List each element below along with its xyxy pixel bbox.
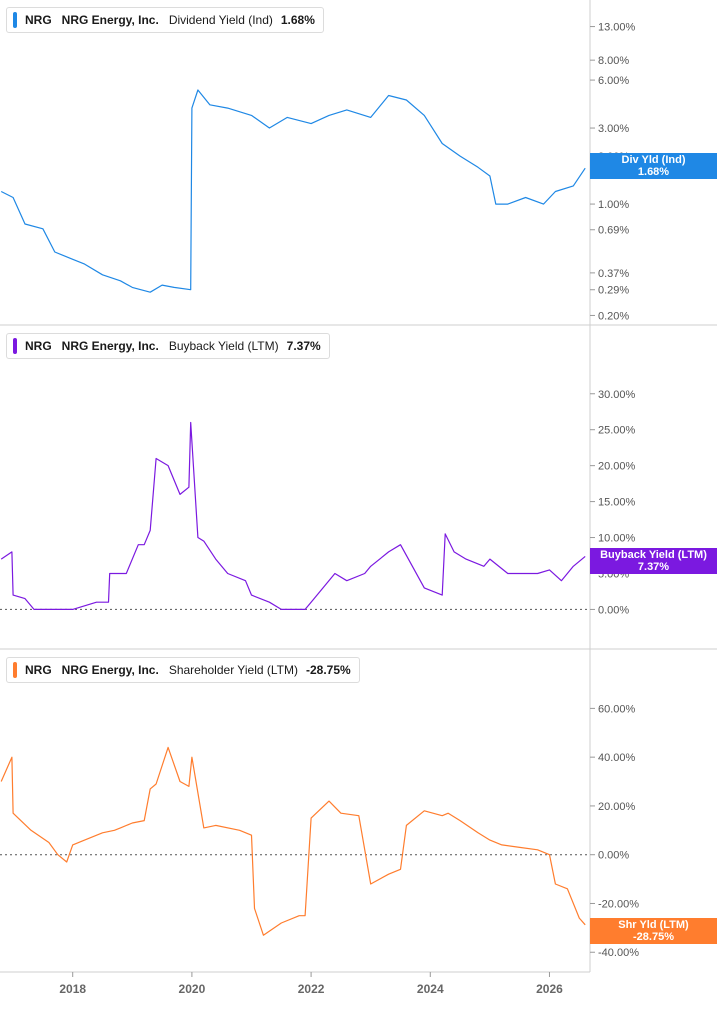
y-tick-label: 20.00%: [598, 461, 636, 473]
x-axis: 2018 2020 2022 2024 2026: [59, 972, 563, 996]
y-tick-label: 60.00%: [598, 703, 636, 715]
value-tag-value: -28.75%: [633, 931, 674, 943]
y-tick-label: 6.00%: [598, 75, 629, 87]
value-tag-buyback: Buyback Yield (LTM) 7.37%: [590, 548, 717, 574]
legend-buyback-yield[interactable]: NRG NRG Energy, Inc. Buyback Yield (LTM)…: [6, 333, 330, 359]
x-tick-label: 2020: [179, 982, 206, 996]
y-tick-label: -20.00%: [598, 898, 639, 910]
series-layer: [0, 89, 586, 936]
legend-company: NRG Energy, Inc.: [61, 13, 159, 27]
y-tick-label: 8.00%: [598, 55, 629, 67]
legend-company: NRG Energy, Inc.: [61, 339, 159, 353]
y-tick-label: 15.00%: [598, 497, 636, 509]
series-line: [0, 89, 586, 293]
legend-metric: Shareholder Yield (LTM): [168, 663, 298, 677]
legend-shareholder-yield[interactable]: NRG NRG Energy, Inc. Shareholder Yield (…: [6, 657, 360, 683]
legend-dividend-yield[interactable]: NRG NRG Energy, Inc. Dividend Yield (Ind…: [6, 7, 324, 33]
y-tick-label: 0.37%: [598, 268, 629, 280]
y-tick-label: 1.00%: [598, 199, 629, 211]
legend-ticker: NRG: [25, 663, 52, 677]
legend-swatch: [13, 662, 17, 678]
x-tick-label: 2022: [298, 982, 325, 996]
y-tick-label: 0.20%: [598, 310, 629, 322]
zero-lines: [0, 608, 590, 856]
y-tick-label: 13.00%: [598, 22, 636, 34]
y-axes: 13.00%8.00%6.00%3.00%2.00%1.00%0.69%0.37…: [590, 22, 639, 959]
y-tick-label: 0.00%: [598, 604, 629, 616]
value-tag-value: 7.37%: [637, 561, 670, 573]
value-tag-value: 1.68%: [637, 166, 670, 178]
y-tick-label: 0.00%: [598, 850, 629, 862]
legend-company: NRG Energy, Inc.: [61, 663, 159, 677]
legend-value: 1.68%: [280, 13, 315, 27]
legend-metric: Buyback Yield (LTM): [168, 339, 279, 353]
y-tick-label: 0.69%: [598, 225, 629, 237]
x-tick-label: 2024: [417, 982, 444, 996]
panel-dividers: [0, 0, 717, 973]
series-line: [0, 421, 586, 610]
value-tag-label: Buyback Yield (LTM): [600, 549, 707, 561]
y-tick-label: 40.00%: [598, 752, 636, 764]
legend-ticker: NRG: [25, 339, 52, 353]
value-tag-label: Shr Yld (LTM): [618, 919, 689, 931]
legend-value: 7.37%: [286, 339, 321, 353]
value-tag-shareholder: Shr Yld (LTM) -28.75%: [590, 918, 717, 944]
legend-ticker: NRG: [25, 13, 52, 27]
y-tick-label: 20.00%: [598, 801, 636, 813]
legend-metric: Dividend Yield (Ind): [168, 13, 273, 27]
y-tick-label: 0.29%: [598, 285, 629, 297]
y-tick-label: 3.00%: [598, 123, 629, 135]
value-tag-dividend: Div Yld (Ind) 1.68%: [590, 153, 717, 179]
x-tick-label: 2026: [536, 982, 563, 996]
y-tick-label: -40.00%: [598, 947, 639, 959]
legend-swatch: [13, 338, 17, 354]
y-tick-label: 30.00%: [598, 389, 636, 401]
y-tick-label: 10.00%: [598, 533, 636, 545]
legend-swatch: [13, 12, 17, 28]
value-tag-label: Div Yld (Ind): [621, 154, 686, 166]
y-tick-label: 25.00%: [598, 425, 636, 437]
series-line: [0, 746, 586, 936]
x-tick-label: 2018: [59, 982, 86, 996]
legend-value: -28.75%: [305, 663, 351, 677]
